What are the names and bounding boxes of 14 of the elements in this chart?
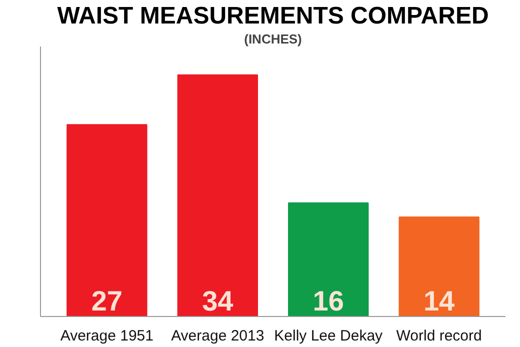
x-tick-label: Kelly Lee Dekay [274, 328, 384, 344]
chart-subtitle: (INCHES) [244, 32, 302, 46]
x-tick-label: Average 2013 [171, 328, 264, 344]
data-label: 27 [91, 286, 123, 316]
chart-title: WAIST MEASUREMENTS COMPARED [57, 2, 489, 30]
bar [177, 74, 258, 316]
data-label: 34 [202, 286, 234, 316]
bar [398, 216, 480, 316]
x-tick-label: World record [396, 328, 482, 344]
data-label: 16 [312, 286, 344, 316]
bar [288, 202, 369, 316]
x-tick-label: Average 1951 [60, 328, 154, 344]
data-label: 14 [424, 286, 456, 316]
bar [66, 124, 148, 316]
